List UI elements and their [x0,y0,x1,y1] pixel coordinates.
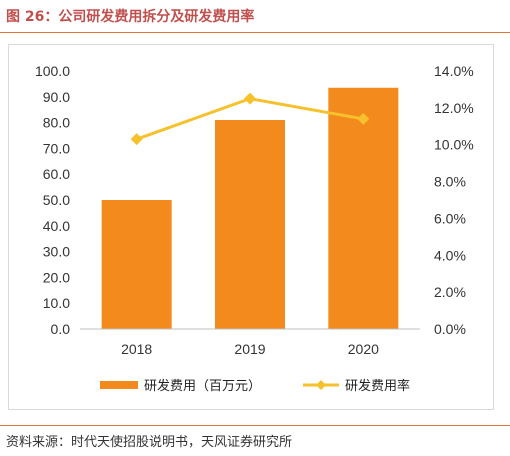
source-note: 资料来源：时代天使招股说明书，天风证券研究所 [6,435,293,450]
legend-line-label: 研发费用率 [345,378,410,394]
bottom-rule [0,425,510,426]
bar-2020 [328,87,399,330]
x-tick-label: 2019 [234,341,265,357]
left-tick-label: 80.0 [43,115,70,131]
right-tick-label: 2.0% [434,284,466,300]
left-tick-label: 60.0 [43,166,70,182]
left-tick-label: 10.0 [43,295,70,311]
top-rule [0,32,510,33]
rate-point-2019 [244,92,256,105]
left-tick-label: 40.0 [43,218,70,234]
x-tick-label: 2018 [121,341,152,357]
left-tick-label: 50.0 [43,192,70,208]
chart-frame [8,44,494,410]
left-tick-label: 100.0 [35,63,70,79]
left-tick-label: 90.0 [43,89,70,105]
bar-2019 [215,120,285,330]
right-tick-label: 10.0% [434,137,474,153]
right-tick-label: 14.0% [434,63,474,79]
left-tick-label: 20.0 [43,269,70,285]
right-tick-label: 6.0% [434,210,466,226]
right-tick-label: 0.0% [434,321,466,337]
left-tick-label: 30.0 [43,244,70,260]
legend-line-marker [316,380,326,390]
legend-bar-swatch [100,381,138,389]
right-tick-label: 12.0% [434,100,474,116]
right-tick-label: 8.0% [434,174,466,190]
left-tick-label: 0.0 [51,321,71,337]
figure-title: 图 26：公司研发费用拆分及研发费用率 [6,9,255,25]
right-tick-label: 4.0% [434,247,466,263]
x-tick-label: 2020 [348,341,379,357]
rate-point-2020 [357,112,370,125]
left-tick-label: 70.0 [43,140,70,156]
bar-2018 [101,200,172,329]
legend-bar-label: 研发费用（百万元） [144,378,261,394]
rate-point-2018 [130,133,143,146]
